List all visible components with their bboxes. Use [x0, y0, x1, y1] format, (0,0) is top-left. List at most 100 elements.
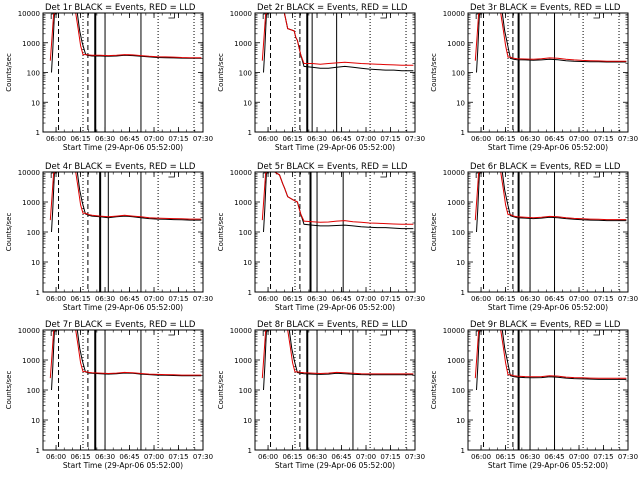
y-tick-label: 10000 — [443, 327, 465, 335]
y-tick-label: 1 — [36, 447, 40, 455]
x-tick-label: 06:00 — [258, 295, 278, 303]
plot-frame — [42, 12, 204, 133]
plot-frame — [467, 329, 629, 451]
panel-title: Det 4r BLACK = Events, RED = LLD — [45, 162, 196, 172]
plot-frame — [42, 329, 204, 451]
x-tick-label: 07:30 — [405, 135, 425, 143]
top-bracket-marker — [593, 330, 600, 336]
y-tick-label: 1 — [248, 129, 252, 137]
data-layer — [474, 330, 627, 391]
x-axis-label: Start Time (29-Apr-06 05:52:00) — [488, 303, 608, 312]
y-tick-label: 100 — [452, 387, 465, 395]
x-tick-label: 07:30 — [193, 295, 213, 303]
y-tick-label: 10000 — [443, 10, 465, 18]
x-tick-label: 06:00 — [471, 295, 491, 303]
y-tick-label: 10 — [243, 99, 252, 107]
panel-title: Det 2r BLACK = Events, RED = LLD — [257, 3, 408, 13]
series-black-line — [476, 330, 627, 391]
x-axis-label: Start Time (29-Apr-06 05:52:00) — [488, 143, 608, 152]
plot-frame — [467, 171, 629, 293]
x-tick-label: 06:00 — [258, 453, 278, 461]
y-tick-label: 1 — [248, 289, 252, 297]
y-tick-label: 10000 — [18, 10, 40, 18]
x-tick-label: 06:30 — [307, 295, 327, 303]
x-tick-label: 07:15 — [168, 135, 188, 143]
x-tick-label: 07:00 — [356, 135, 376, 143]
series-black-line — [263, 330, 414, 391]
panel-title: Det 1r BLACK = Events, RED = LLD — [45, 3, 196, 13]
x-tick-label: 07:15 — [593, 135, 613, 143]
panel-title: Det 5r BLACK = Events, RED = LLD — [257, 162, 408, 172]
plot-frame — [254, 12, 416, 133]
data-layer — [49, 172, 202, 233]
x-tick-label: 06:45 — [544, 453, 564, 461]
y-axis-label: Counts/sec — [5, 213, 13, 252]
y-axis-label: Counts/sec — [430, 371, 438, 410]
panel-1: Det 1r BLACK = Events, RED = LLD Counts/s… — [5, 3, 213, 152]
series-red-line — [474, 172, 627, 221]
x-tick-label: 06:45 — [119, 453, 139, 461]
series-red-line — [49, 172, 202, 221]
y-tick-label: 10000 — [230, 327, 252, 335]
y-tick-label: 1000 — [447, 40, 465, 48]
series-red-line — [474, 330, 627, 379]
x-tick-label: 07:15 — [168, 295, 188, 303]
y-tick-label: 10000 — [18, 327, 40, 335]
y-tick-label: 10 — [243, 417, 252, 425]
plot-frame — [254, 329, 416, 451]
y-tick-label: 1000 — [447, 357, 465, 365]
top-bracket-marker — [593, 13, 600, 19]
y-tick-label: 1000 — [22, 40, 40, 48]
x-tick-label: 06:45 — [331, 295, 351, 303]
y-tick-label: 100 — [239, 70, 252, 78]
y-tick-label: 10000 — [230, 10, 252, 18]
y-axis-label: Counts/sec — [5, 371, 13, 410]
x-tick-label: 07:30 — [405, 453, 425, 461]
x-tick-label: 07:30 — [405, 295, 425, 303]
x-tick-label: 07:30 — [193, 135, 213, 143]
y-tick-label: 1000 — [234, 40, 252, 48]
panel-7: Det 7r BLACK = Events, RED = LLD Counts/s… — [5, 320, 213, 470]
data-layer — [474, 172, 627, 233]
series-black-line — [263, 13, 414, 73]
x-axis-label: Start Time (29-Apr-06 05:52:00) — [63, 461, 183, 470]
series-black-line — [51, 330, 202, 391]
x-tick-label: 06:30 — [520, 295, 540, 303]
y-tick-label: 100 — [452, 70, 465, 78]
x-axis-label: Start Time (29-Apr-06 05:52:00) — [488, 461, 608, 470]
top-bracket-marker — [380, 13, 387, 19]
panel-title: Det 7r BLACK = Events, RED = LLD — [45, 320, 196, 330]
x-tick-label: 06:15 — [495, 453, 515, 461]
x-tick-label: 07:15 — [168, 453, 188, 461]
top-bracket-marker — [168, 13, 175, 19]
y-tick-label: 1000 — [22, 357, 40, 365]
panel-8: Det 8r BLACK = Events, RED = LLD Counts/s… — [217, 320, 425, 470]
x-tick-label: 07:00 — [356, 453, 376, 461]
series-black-line — [476, 13, 627, 73]
y-tick-label: 100 — [27, 229, 40, 237]
panel-5: Det 5r BLACK = Events, RED = LLD Counts/s… — [217, 162, 425, 312]
y-axis-label: Counts/sec — [430, 213, 438, 252]
series-red-line — [49, 13, 202, 61]
y-axis-label: Counts/sec — [217, 53, 225, 92]
series-red-line — [261, 13, 414, 66]
y-tick-label: 100 — [452, 229, 465, 237]
y-axis-label: Counts/sec — [217, 371, 225, 410]
y-tick-label: 10 — [456, 99, 465, 107]
plot-frame — [467, 12, 629, 133]
x-tick-label: 07:00 — [569, 453, 589, 461]
x-tick-label: 06:30 — [307, 135, 327, 143]
data-layer — [261, 13, 414, 73]
y-tick-label: 100 — [239, 229, 252, 237]
data-layer — [474, 13, 627, 73]
x-tick-label: 07:00 — [144, 295, 164, 303]
x-tick-label: 07:00 — [569, 135, 589, 143]
x-tick-label: 07:00 — [356, 295, 376, 303]
x-tick-label: 06:45 — [544, 295, 564, 303]
data-layer — [49, 330, 202, 391]
y-tick-label: 10 — [31, 259, 40, 267]
panel-3: Det 3r BLACK = Events, RED = LLD Counts/s… — [430, 3, 638, 152]
x-tick-label: 06:15 — [282, 453, 302, 461]
